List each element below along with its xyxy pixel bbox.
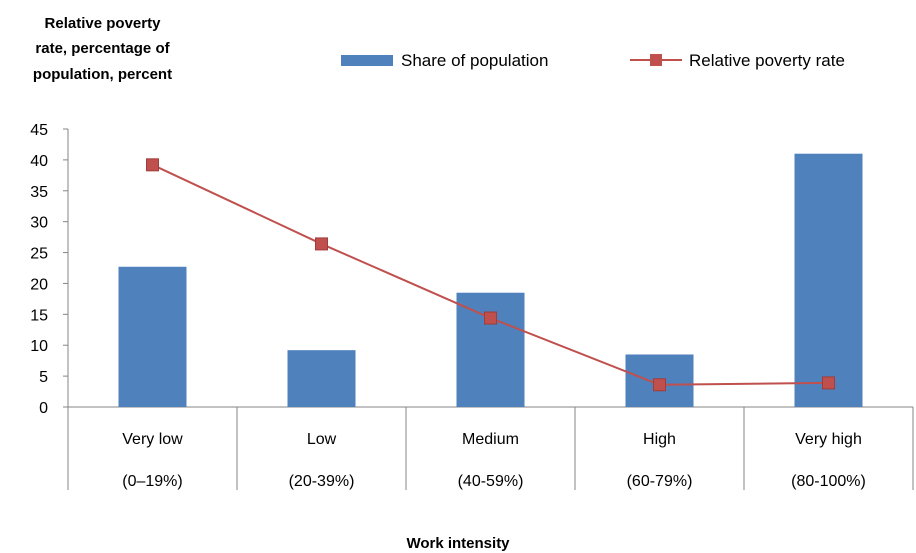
legend-line-swatch xyxy=(630,54,682,66)
y-tick-label: 45 xyxy=(30,122,48,139)
x-tick-label-range: (80-100%) xyxy=(791,473,866,490)
y-tick-label: 35 xyxy=(30,184,48,201)
y-tick-label: 15 xyxy=(30,307,48,324)
y-axis-title-line-2: rate, percentage of xyxy=(35,40,170,57)
marker-poverty-0 xyxy=(146,158,159,172)
bar-share-4 xyxy=(794,153,863,407)
bar-share-2 xyxy=(456,292,525,407)
bar-share-0 xyxy=(118,266,187,407)
marker-poverty-1 xyxy=(315,237,328,251)
y-axis-title-line-3: population, percent xyxy=(32,66,173,83)
legend-label-share: Share of population xyxy=(401,51,549,70)
y-tick-label: 0 xyxy=(39,400,48,417)
y-axis-title-line-1: Relative poverty xyxy=(44,15,161,32)
marker-poverty-2 xyxy=(484,311,497,325)
x-tick-label-name: Medium xyxy=(462,431,519,448)
x-tick-label-range: (60-79%) xyxy=(627,473,693,490)
legend-label-poverty: Relative poverty rate xyxy=(689,51,845,70)
y-tick-label: 25 xyxy=(30,246,48,263)
x-tick-label-name: Very low xyxy=(122,431,183,448)
y-tick-label: 30 xyxy=(30,215,48,232)
marker-poverty-3 xyxy=(653,378,666,392)
marker-poverty-4 xyxy=(822,376,835,390)
x-axis-title: Work intensity xyxy=(406,535,510,552)
plot-area: 0 5 10 15 20 25 30 35 40 45 Very low (0–19%) Low (20-… xyxy=(30,122,914,490)
x-tick-label-range: (40-59%) xyxy=(458,473,524,490)
legend-bar-swatch xyxy=(341,55,393,66)
y-tick-label: 10 xyxy=(30,338,48,355)
x-tick-label-name: Very high xyxy=(795,431,862,448)
x-tick-label-range: (20-39%) xyxy=(289,473,355,490)
y-tick-label: 5 xyxy=(39,369,48,386)
y-tick-label: 40 xyxy=(30,153,48,170)
x-tick-label-name: High xyxy=(643,431,676,448)
bar-share-1 xyxy=(287,350,356,407)
x-tick-label-range: (0–19%) xyxy=(122,473,182,490)
x-tick-label-name: Low xyxy=(307,431,337,448)
y-tick-label: 20 xyxy=(30,276,48,293)
